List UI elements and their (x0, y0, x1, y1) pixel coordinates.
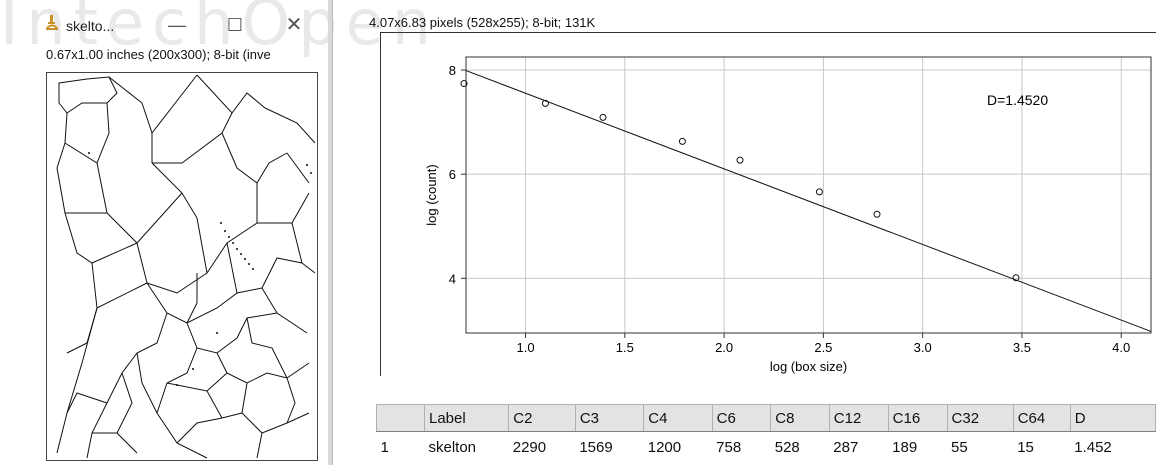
column-header[interactable]: C4 (643, 404, 713, 432)
window-divider (328, 0, 333, 465)
y-tick-label: 4 (449, 271, 456, 286)
table-cell: 528 (774, 438, 800, 456)
y-axis-label: log (count) (424, 164, 439, 225)
window-title: skelto... (66, 18, 115, 34)
column-header[interactable]: C6 (711, 404, 772, 432)
row-index-cell: 1 (380, 438, 389, 456)
results-header-row: Label C2 C3 C4 C6 C8 C12 C16 C32 C64 D (376, 404, 1156, 432)
data-point (541, 99, 549, 107)
column-header[interactable]: Label (423, 404, 510, 432)
plot-frame-top (380, 32, 1156, 33)
table-cell: 189 (892, 438, 918, 456)
table-cell: 2290 (512, 438, 547, 456)
table-cell: 55 (951, 438, 968, 456)
x-tick-label: 2.0 (715, 340, 733, 355)
table-cell: 287 (833, 438, 859, 456)
table-cell: 1.452 (1074, 438, 1112, 456)
row-index-header[interactable] (376, 404, 425, 432)
skeleton-image[interactable] (46, 72, 318, 461)
table-cell: 15 (1017, 438, 1034, 456)
x-tick-label: 3.0 (914, 340, 932, 355)
column-header[interactable]: C64 (1012, 404, 1071, 432)
maximize-button[interactable]: ☐ (226, 15, 244, 35)
title-bar[interactable]: skelto... — ☐ ✕ (0, 0, 332, 40)
microscope-icon (46, 15, 58, 30)
results-table[interactable]: Label C2 C3 C4 C6 C8 C12 C16 C32 C64 D 1 skelton 229… (376, 404, 1156, 462)
data-point (460, 80, 468, 88)
image-info-label: 0.67x1.00 inches (200x300); 8-bit (inve (46, 47, 271, 62)
y-tick-label: 8 (449, 63, 456, 78)
box-count-plot[interactable]: 1.0 1.5 2.0 2.5 3.0 3.5 4.0 4 6 8 D=1.4520 log (box… (381, 33, 1156, 378)
column-header[interactable]: C16 (887, 404, 948, 432)
column-header[interactable]: C2 (508, 404, 576, 432)
table-cell: 758 (716, 438, 742, 456)
x-tick-label: 4.0 (1112, 340, 1130, 355)
table-cell: skelton (428, 438, 477, 456)
regression-line (465, 70, 1152, 332)
data-point (1012, 274, 1020, 282)
table-cell: 1200 (647, 438, 682, 456)
data-point (873, 210, 881, 218)
plot-frame-left (380, 32, 381, 376)
x-tick-label: 1.5 (616, 340, 634, 355)
plot-border (465, 56, 1152, 334)
data-point (736, 156, 744, 164)
y-tick-label: 6 (449, 167, 456, 182)
plot-info-label: 4.07x6.83 pixels (528x255); 8-bit; 131K (369, 15, 596, 30)
x-tick-label: 1.0 (517, 340, 535, 355)
column-header[interactable]: C3 (574, 404, 645, 432)
minimize-button[interactable]: — (168, 15, 186, 35)
fractal-dimension-annotation: D=1.4520 (987, 92, 1048, 108)
table-cell: 1569 (579, 438, 613, 456)
close-button[interactable]: ✕ (285, 14, 303, 36)
table-row[interactable]: 1 skelton 2290 1569 1200 758 528 287 189 55 15 1.45… (377, 432, 1156, 463)
plot-area (465, 56, 1152, 334)
data-point (599, 113, 607, 121)
column-header[interactable]: C12 (828, 404, 889, 432)
column-header[interactable]: C8 (770, 404, 830, 432)
data-point (815, 188, 823, 196)
x-tick-label: 2.5 (814, 340, 832, 355)
data-point (678, 137, 686, 145)
column-header[interactable]: C32 (946, 404, 1014, 432)
column-header[interactable]: D (1069, 404, 1156, 432)
plot-window: 4.07x6.83 pixels (528x255); 8-bit; 131K … (334, 0, 1156, 465)
x-tick-label: 3.5 (1013, 340, 1031, 355)
skeleton-drawing (56, 74, 316, 459)
x-axis-label: log (box size) (770, 359, 847, 374)
skeleton-image-window: skelto... — ☐ ✕ 0.67x1.00 inches (200x30… (0, 0, 333, 465)
